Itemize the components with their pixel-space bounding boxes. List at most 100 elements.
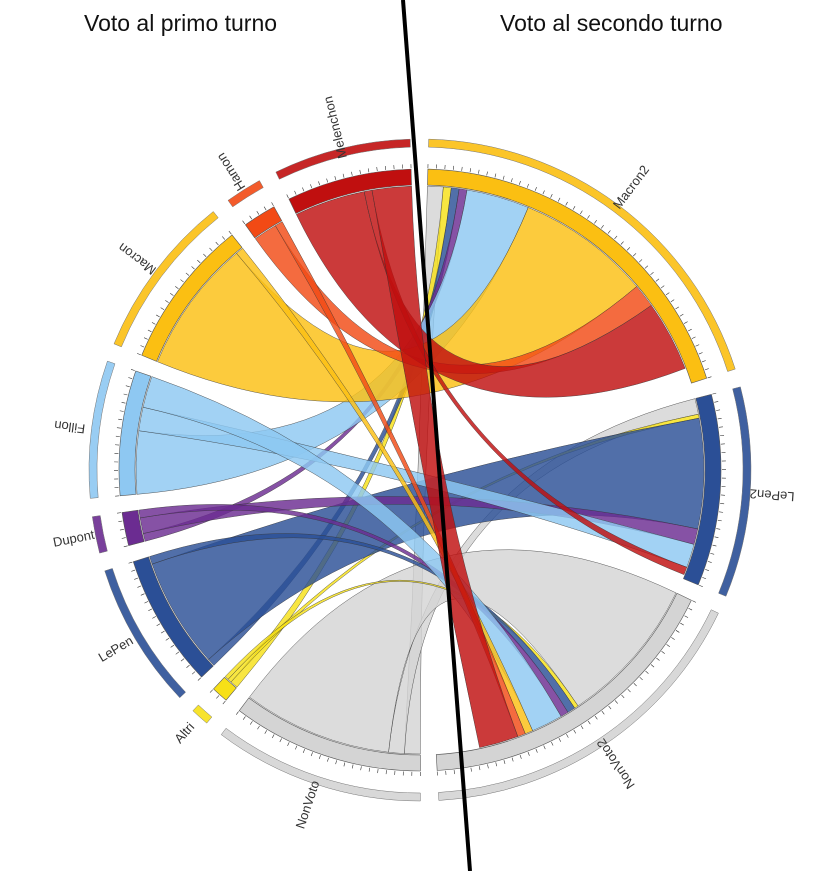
segment-tick: [215, 241, 219, 246]
segment-tick: [334, 176, 337, 181]
segment-tick: [665, 292, 670, 296]
segment-tick: [627, 688, 631, 693]
segment-tick: [644, 265, 649, 269]
outer-ring-nonvoto: [220, 727, 421, 802]
segment-tick: [680, 622, 684, 626]
ribbon-fillon-to-nonvoto2: [142, 376, 562, 731]
segment-tick: [175, 286, 179, 290]
segment-tick: [256, 211, 260, 215]
segment-tick: [144, 601, 149, 604]
segment-tick: [180, 279, 184, 283]
segment-tick: [165, 637, 170, 641]
segment-tick: [650, 272, 654, 276]
segment-tick: [486, 171, 488, 176]
segment-tick: [638, 259, 643, 263]
segment-tick: [222, 700, 226, 705]
segment-tick: [351, 764, 354, 769]
segment-tick: [271, 202, 274, 207]
segment-tick: [717, 418, 722, 420]
segment-tick: [116, 427, 121, 429]
segment-tick: [376, 167, 378, 172]
segment-tick: [121, 402, 126, 404]
segment-tick: [264, 730, 268, 734]
segment-tick: [175, 651, 180, 655]
segment-tick: [310, 184, 313, 189]
segment-fillon: [118, 370, 152, 497]
segment-label-hamon: Hamon: [213, 150, 248, 193]
segment-tick: [675, 630, 680, 633]
segment-tick: [123, 545, 128, 548]
segment-tick: [716, 528, 721, 530]
outer-ring-altri: [192, 704, 213, 724]
segment-tick: [670, 299, 675, 303]
segment-tick: [368, 767, 371, 772]
segment-tick: [286, 194, 289, 199]
segment-tick: [679, 313, 684, 317]
segment-tick: [572, 206, 576, 210]
segment-tick: [271, 734, 275, 739]
segment-tick: [160, 630, 165, 634]
segment-label-lepen2: LePen2: [749, 486, 795, 504]
outer-ring-macron2: [428, 138, 736, 372]
segment-tick: [140, 593, 145, 596]
segment-tick: [710, 552, 715, 555]
segment-tick: [675, 306, 680, 310]
segment-tick: [470, 767, 472, 772]
segment-tick: [117, 512, 122, 514]
segment-label-dupont: Dupont: [52, 527, 96, 550]
outer-ring-melenchon: [275, 138, 411, 180]
segment-tick: [655, 278, 660, 282]
segment-tick: [704, 368, 709, 371]
round-divider-line: [401, 0, 472, 871]
segment-tick: [156, 623, 161, 627]
segment-tick: [487, 764, 489, 769]
segment-tick: [318, 755, 321, 760]
ribbon-macron-to-nonvoto2: [236, 247, 533, 735]
chord-ribbons: [135, 185, 705, 755]
segment-macron2: [427, 168, 708, 384]
heading-first-round: Voto al primo turno: [84, 10, 278, 36]
segment-tick: [587, 215, 590, 219]
segment-tick: [566, 734, 569, 738]
segment-tick: [136, 353, 141, 356]
segment-label-macron2: Macron2: [610, 162, 652, 211]
ribbon-hamon-to-macron2: [255, 225, 652, 374]
segment-tick: [702, 577, 707, 580]
segment-tick: [660, 285, 665, 289]
segment-tick: [543, 745, 546, 750]
segment-tick: [645, 670, 649, 674]
segment-tick: [302, 749, 305, 753]
segment-tick: [302, 187, 305, 192]
segment-tick: [351, 171, 353, 176]
segment-tick: [119, 410, 124, 412]
segment-altri: [213, 676, 237, 701]
segment-tick: [377, 769, 379, 774]
segment-label-macron: Macron: [115, 240, 159, 278]
segment-tick: [614, 700, 618, 704]
segment-tick: [608, 705, 612, 710]
segment-tick: [152, 616, 157, 619]
segment-tick: [170, 644, 175, 648]
segment-tick: [134, 577, 139, 580]
segment-label-nonvoto: NonVoto: [292, 779, 322, 831]
segment-tick: [666, 644, 670, 647]
segment-tick: [687, 328, 692, 332]
segment-tick: [119, 529, 124, 531]
segment-tick: [626, 247, 631, 251]
segment-tick: [165, 300, 169, 303]
segment-tick: [718, 426, 723, 428]
segment-tick: [502, 175, 505, 180]
segment-tick: [633, 683, 637, 687]
segment-tick: [712, 544, 717, 547]
segment-tick: [614, 235, 618, 240]
segment-tick: [580, 725, 584, 730]
segment-melenchon: [288, 168, 412, 214]
segment-tick: [294, 190, 297, 195]
segment-tick: [335, 760, 337, 765]
segment-tick: [698, 352, 703, 355]
segment-tick: [594, 715, 598, 720]
segment-tick: [478, 766, 481, 771]
segment-tick: [717, 519, 722, 522]
segment-tick: [551, 741, 554, 746]
segment-tick: [714, 536, 719, 538]
